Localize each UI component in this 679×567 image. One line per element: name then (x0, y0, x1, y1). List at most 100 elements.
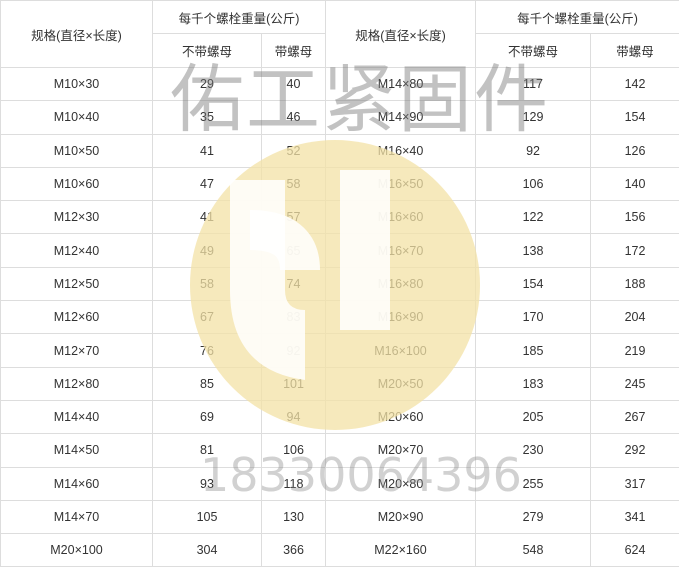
cell-r-spec: M14×90 (326, 101, 476, 134)
cell-r-spec: M16×70 (326, 234, 476, 267)
cell-r-no: 170 (476, 301, 591, 334)
cell-l-with: 83 (262, 301, 326, 334)
cell-l-spec: M12×50 (1, 267, 153, 300)
cell-l-spec: M10×40 (1, 101, 153, 134)
spec-header-right: 规格(直径×长度) (326, 1, 476, 68)
cell-l-with: 101 (262, 367, 326, 400)
cell-r-spec: M20×70 (326, 434, 476, 467)
cell-r-no: 106 (476, 167, 591, 200)
cell-r-spec: M20×80 (326, 467, 476, 500)
cell-l-no: 76 (153, 334, 262, 367)
cell-r-with: 188 (591, 267, 679, 300)
cell-r-with: 219 (591, 334, 679, 367)
cell-l-with: 52 (262, 134, 326, 167)
cell-l-with: 74 (262, 267, 326, 300)
cell-l-with: 58 (262, 167, 326, 200)
cell-l-spec: M14×50 (1, 434, 153, 467)
cell-r-no: 122 (476, 201, 591, 234)
cell-r-no: 205 (476, 400, 591, 433)
cell-l-spec: M10×30 (1, 68, 153, 101)
cell-r-spec: M20×60 (326, 400, 476, 433)
cell-l-no: 304 (153, 534, 262, 567)
cell-l-spec: M10×60 (1, 167, 153, 200)
cell-l-spec: M12×70 (1, 334, 153, 367)
cell-l-no: 41 (153, 201, 262, 234)
cell-l-spec: M10×50 (1, 134, 153, 167)
cell-r-no: 129 (476, 101, 591, 134)
with-nut-header-right: 带螺母 (591, 34, 679, 68)
cell-r-spec: M20×90 (326, 500, 476, 533)
cell-l-with: 94 (262, 400, 326, 433)
cell-r-no: 255 (476, 467, 591, 500)
cell-l-with: 40 (262, 68, 326, 101)
cell-r-with: 142 (591, 68, 679, 101)
cell-l-no: 47 (153, 167, 262, 200)
cell-r-no: 279 (476, 500, 591, 533)
cell-l-no: 93 (153, 467, 262, 500)
spec-header-left: 规格(直径×长度) (1, 1, 153, 68)
cell-l-no: 49 (153, 234, 262, 267)
cell-r-with: 140 (591, 167, 679, 200)
cell-l-no: 69 (153, 400, 262, 433)
cell-l-spec: M12×30 (1, 201, 153, 234)
cell-l-spec: M12×80 (1, 367, 153, 400)
cell-l-spec: M14×40 (1, 400, 153, 433)
cell-l-with: 92 (262, 334, 326, 367)
cell-r-spec: M16×80 (326, 267, 476, 300)
cell-r-spec: M22×160 (326, 534, 476, 567)
cell-r-no: 548 (476, 534, 591, 567)
with-nut-header-left: 带螺母 (262, 34, 326, 68)
cell-l-with: 65 (262, 234, 326, 267)
cell-r-no: 117 (476, 68, 591, 101)
cell-r-spec: M14×80 (326, 68, 476, 101)
cell-l-with: 57 (262, 201, 326, 234)
cell-r-spec: M16×40 (326, 134, 476, 167)
no-nut-header-left: 不带螺母 (153, 34, 262, 68)
cell-r-with: 126 (591, 134, 679, 167)
cell-r-spec: M20×50 (326, 367, 476, 400)
weight-header-left: 每千个螺栓重量(公斤) (153, 1, 326, 34)
no-nut-header-right: 不带螺母 (476, 34, 591, 68)
cell-l-spec: M12×60 (1, 301, 153, 334)
cell-r-spec: M16×60 (326, 201, 476, 234)
cell-r-spec: M16×50 (326, 167, 476, 200)
cell-r-no: 138 (476, 234, 591, 267)
cell-r-with: 292 (591, 434, 679, 467)
cell-l-no: 67 (153, 301, 262, 334)
cell-l-no: 58 (153, 267, 262, 300)
cell-r-with: 172 (591, 234, 679, 267)
cell-l-spec: M14×60 (1, 467, 153, 500)
cell-r-spec: M16×100 (326, 334, 476, 367)
cell-l-with: 130 (262, 500, 326, 533)
cell-r-no: 185 (476, 334, 591, 367)
cell-r-no: 183 (476, 367, 591, 400)
cell-r-no: 92 (476, 134, 591, 167)
cell-r-with: 341 (591, 500, 679, 533)
cell-r-with: 267 (591, 400, 679, 433)
cell-r-with: 154 (591, 101, 679, 134)
cell-l-no: 105 (153, 500, 262, 533)
cell-l-no: 81 (153, 434, 262, 467)
cell-l-no: 85 (153, 367, 262, 400)
cell-l-no: 41 (153, 134, 262, 167)
cell-l-with: 118 (262, 467, 326, 500)
cell-r-no: 154 (476, 267, 591, 300)
cell-l-no: 35 (153, 101, 262, 134)
cell-l-with: 46 (262, 101, 326, 134)
cell-l-with: 106 (262, 434, 326, 467)
